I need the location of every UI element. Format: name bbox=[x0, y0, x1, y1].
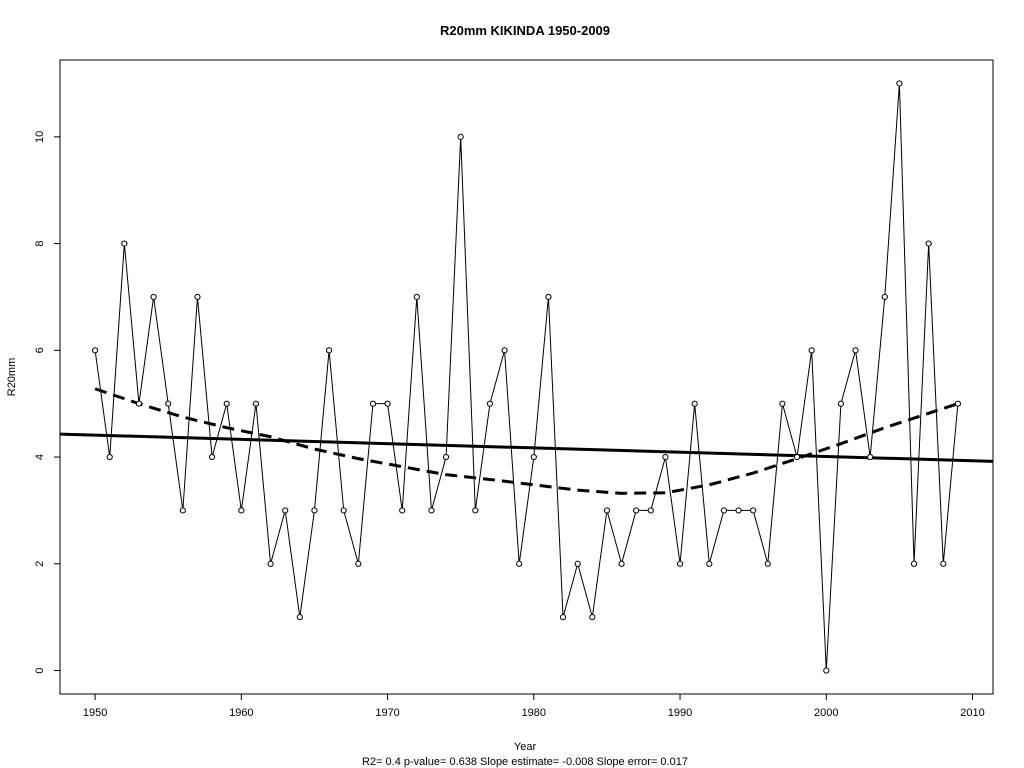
data-point bbox=[428, 507, 435, 514]
x-tick-label: 1990 bbox=[668, 707, 692, 719]
data-point bbox=[910, 560, 918, 567]
data-point bbox=[662, 453, 669, 461]
data-point bbox=[165, 400, 172, 407]
data-point bbox=[442, 453, 450, 461]
data-point bbox=[925, 240, 932, 247]
data-point bbox=[238, 507, 245, 514]
x-tick-label: 1980 bbox=[522, 707, 546, 719]
data-point bbox=[121, 240, 128, 247]
data-point bbox=[530, 453, 537, 461]
data-point bbox=[750, 507, 757, 514]
data-point bbox=[208, 453, 216, 461]
x-tick-label: 1970 bbox=[375, 707, 399, 719]
data-point bbox=[223, 400, 230, 407]
y-axis-label: R20mm bbox=[6, 358, 18, 397]
data-point bbox=[399, 507, 406, 514]
data-point bbox=[325, 347, 333, 354]
x-tick-label: 1950 bbox=[83, 707, 107, 719]
data-point bbox=[881, 293, 888, 301]
x-tick-label: 2000 bbox=[814, 707, 838, 719]
stats-footer: R2= 0.4 p-value= 0.638 Slope estimate= -… bbox=[362, 756, 688, 768]
data-point bbox=[545, 293, 552, 301]
data-point bbox=[735, 507, 742, 514]
data-point bbox=[808, 347, 815, 354]
data-point bbox=[647, 507, 654, 514]
x-axis-label: Year bbox=[514, 741, 537, 753]
data-point bbox=[179, 507, 186, 514]
data-point bbox=[340, 507, 347, 514]
data-point bbox=[793, 453, 801, 461]
data-point bbox=[384, 400, 391, 407]
data-point bbox=[633, 507, 640, 514]
data-point bbox=[296, 614, 303, 621]
data-point bbox=[940, 560, 947, 567]
data-point bbox=[501, 347, 508, 354]
data-point bbox=[252, 400, 260, 407]
y-tick-label: 10 bbox=[34, 131, 46, 143]
y-axis: 0 2 4 6 8 10 bbox=[34, 131, 60, 674]
data-point bbox=[779, 400, 786, 407]
data-point bbox=[589, 614, 596, 621]
data-point bbox=[764, 560, 771, 567]
data-point bbox=[676, 560, 684, 567]
data-point bbox=[954, 400, 962, 407]
data-point bbox=[369, 400, 377, 407]
plot-frame bbox=[59, 59, 994, 695]
plot-area bbox=[59, 80, 994, 674]
data-point bbox=[720, 507, 728, 514]
y-tick-label: 8 bbox=[34, 241, 46, 247]
data-point bbox=[691, 400, 698, 407]
data-point bbox=[282, 507, 289, 514]
y-tick-label: 6 bbox=[34, 347, 46, 353]
data-point bbox=[355, 560, 362, 567]
data-point bbox=[311, 507, 318, 514]
data-point bbox=[618, 560, 625, 567]
x-axis: 1950 1960 1970 1980 1990 2000 2010 bbox=[83, 694, 985, 719]
data-point bbox=[457, 133, 464, 140]
data-point bbox=[706, 560, 713, 567]
data-point bbox=[486, 400, 494, 407]
x-tick-label: 1960 bbox=[229, 707, 253, 719]
data-point bbox=[896, 80, 903, 87]
data-point bbox=[413, 293, 420, 301]
data-point bbox=[91, 347, 99, 354]
data-point bbox=[574, 560, 581, 567]
data-point bbox=[559, 614, 567, 621]
x-tick-label: 2010 bbox=[960, 707, 984, 719]
data-point bbox=[516, 560, 523, 567]
data-point bbox=[135, 400, 143, 407]
data-point bbox=[837, 400, 845, 407]
observed-series-line bbox=[94, 83, 959, 671]
data-point bbox=[150, 293, 157, 301]
data-point bbox=[267, 560, 274, 567]
data-point bbox=[472, 507, 479, 514]
data-point bbox=[867, 453, 874, 461]
y-tick-label: 4 bbox=[34, 454, 46, 460]
y-tick-label: 2 bbox=[34, 561, 46, 567]
smooth-trend-line bbox=[94, 387, 959, 495]
y-tick-label: 0 bbox=[34, 667, 46, 673]
data-point bbox=[823, 667, 830, 674]
linear-trend-line bbox=[59, 432, 994, 463]
data-point bbox=[603, 507, 611, 514]
data-point bbox=[194, 293, 201, 301]
data-point bbox=[852, 347, 859, 354]
chart-title: R20mm KIKINDA 1950-2009 bbox=[440, 23, 610, 38]
data-point bbox=[106, 453, 113, 461]
